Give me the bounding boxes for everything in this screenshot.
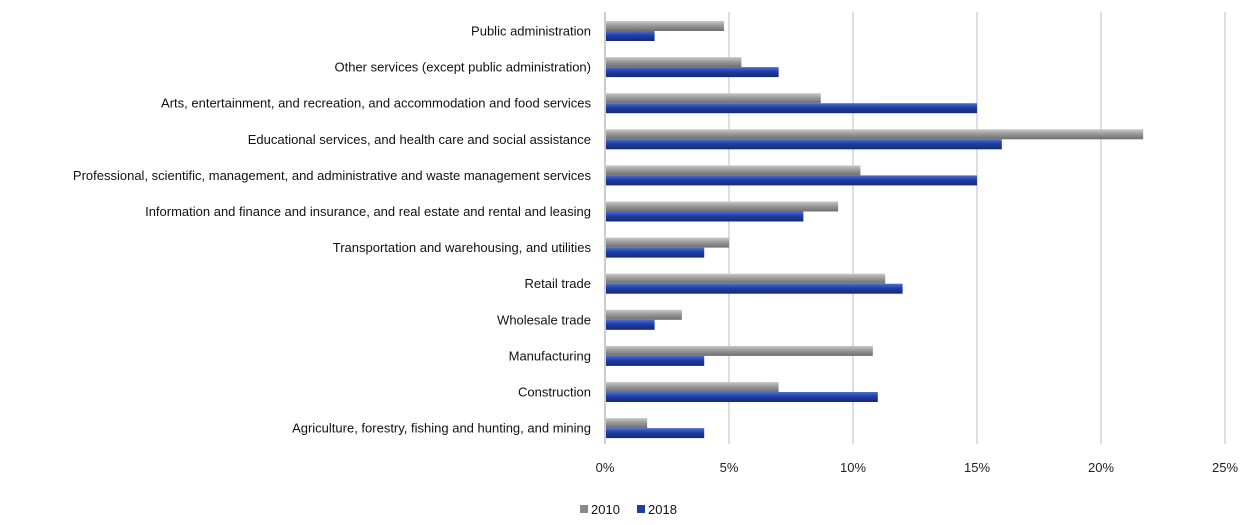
bar-2010: [606, 309, 682, 320]
bars: [606, 21, 1144, 439]
gridlines: [604, 12, 1226, 444]
bar-2018: [606, 211, 804, 222]
x-axis-tick-labels: 0% 5% 10% 15% 20% 25%: [596, 460, 1239, 475]
x-tick-label: 0%: [596, 460, 615, 475]
bar-2018: [606, 428, 705, 439]
bar-2018: [606, 67, 779, 78]
category-labels: Public administration Other services (exc…: [73, 24, 592, 436]
bar-2010: [606, 93, 821, 104]
bar-2010: [606, 165, 861, 176]
category-label: Retail trade: [525, 276, 591, 291]
x-tick-label: 20%: [1088, 460, 1114, 475]
category-label: Information and finance and insurance, a…: [145, 204, 591, 219]
legend-label-2010: 2010: [591, 502, 620, 517]
category-label: Wholesale trade: [497, 312, 591, 327]
bar-2010: [606, 237, 729, 248]
bar-2010: [606, 57, 742, 68]
category-label: Arts, entertainment, and recreation, and…: [161, 96, 591, 111]
bar-2010: [606, 382, 779, 392]
x-tick-label: 25%: [1212, 460, 1238, 475]
category-label: Public administration: [471, 24, 591, 39]
category-label: Construction: [518, 385, 591, 400]
bar-2018: [606, 103, 977, 114]
bar-2010: [606, 21, 725, 31]
bar-2018: [606, 392, 878, 402]
bar-2018: [606, 283, 903, 294]
category-label: Professional, scientific, management, an…: [73, 168, 592, 183]
x-tick-label: 15%: [964, 460, 990, 475]
x-tick-label: 10%: [840, 460, 866, 475]
legend-swatch-2010: [580, 505, 588, 513]
bar-2018: [606, 319, 655, 330]
bar-2010: [606, 418, 648, 429]
bar-2018: [606, 175, 977, 186]
category-label: Transportation and warehousing, and util…: [333, 240, 592, 255]
legend: 2010 2018: [580, 502, 677, 517]
bar-2010: [606, 345, 873, 356]
category-label: Manufacturing: [509, 348, 591, 363]
bar-2010: [606, 201, 839, 212]
bar-2010: [606, 129, 1144, 140]
bar-2018: [606, 247, 705, 258]
bar-2018: [606, 139, 1002, 150]
bar-2010: [606, 273, 886, 284]
x-tick-label: 5%: [720, 460, 739, 475]
bar-2018: [606, 31, 655, 41]
category-label: Agriculture, forestry, fishing and hunti…: [292, 421, 591, 436]
category-label: Other services (except public administra…: [335, 60, 592, 75]
bar-2018: [606, 355, 705, 366]
legend-label-2018: 2018: [648, 502, 677, 517]
legend-swatch-2018: [637, 505, 645, 513]
category-label: Educational services, and health care an…: [248, 132, 591, 147]
